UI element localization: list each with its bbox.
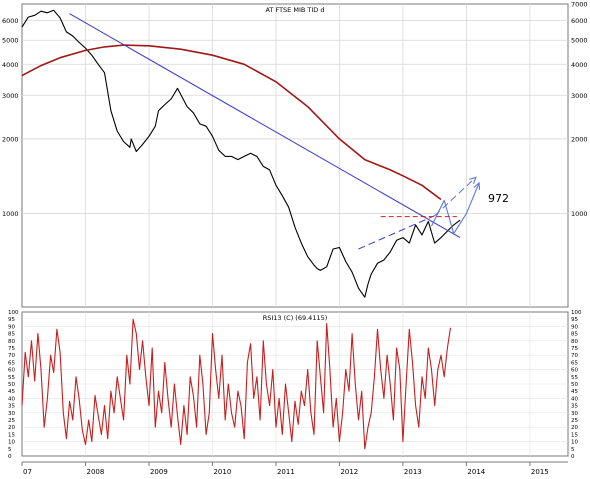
rsi-y-tick-label-right: 45 [571,389,578,395]
series-price [21,9,461,298]
x-tick-label: 2012 [340,468,358,476]
rsi-y-tick-label: 65 [8,360,15,366]
price-y-tick-label-right: 3000 [571,92,588,100]
price-y-tick-label-right: 1000 [571,210,588,218]
x-tick-label: 2014 [467,468,485,476]
rsi-y-tick-label-right: 85 [571,332,578,338]
rsi-y-tick-label-right: 25 [571,418,578,424]
series-projection-channel [434,176,477,217]
rsi-y-tick-label: 25 [8,418,15,424]
x-tick-label: 2011 [277,468,295,476]
rsi-y-tick-label: 60 [8,368,15,374]
rsi-y-tick-label-right: 75 [571,346,578,352]
series-moving-average [21,44,442,201]
rsi-y-tick-label-right: 95 [571,317,578,323]
rsi-y-tick-label: 80 [8,339,15,345]
price-y-tick-labels: 6000 5000 4000 3000 2000 1000 [2,17,19,218]
rsi-y-tick-label: 20 [8,425,15,431]
rsi-y-tick-label: 0 [8,454,12,460]
rsi-y-tick-label: 15 [8,432,15,438]
series-trendline [69,13,461,239]
rsi-y-tick-label-right: 0 [571,454,575,460]
price-y-tick-label: 3000 [2,92,19,100]
rsi-y-tick-label-right: 90 [571,324,578,330]
rsi-y-tick-label-right: 55 [571,375,578,381]
x-tick-label: 2010 [213,468,231,476]
rsi-y-tick-label-right: 80 [571,339,578,345]
rsi-y-tick-label: 40 [8,396,15,402]
rsi-y-tick-label: 90 [8,324,15,330]
rsi-y-tick-label-right: 10 [571,440,578,446]
rsi-y-tick-label-right: 20 [571,425,578,431]
rsi-y-tick-label-right: 5 [571,447,575,453]
rsi-y-tick-label-right: 50 [571,382,578,388]
x-tick-label: 2009 [150,468,168,476]
x-tick-label: 2008 [86,468,104,476]
rsi-grid [22,312,568,456]
rsi-y-tick-label: 35 [8,404,15,410]
rsi-y-tick-label: 30 [8,411,15,417]
price-y-tick-label: 6000 [2,17,19,25]
rsi-y-tick-label-right: 15 [571,432,578,438]
rsi-y-tick-label: 50 [8,382,15,388]
x-tick-label: 2013 [404,468,422,476]
price-chart-title: AT FTSE MIB TID d [265,6,324,14]
rsi-series [21,318,452,450]
series-support [358,215,435,250]
price-plot-frame [21,3,569,308]
rsi-chart-title: RSI13 (C) (69.4115) [263,314,328,322]
price-y-tick-label-right: 7000 [571,1,588,9]
arrowhead-projection-channel [469,176,477,185]
rsi-y-tick-label-right: 65 [571,360,578,366]
rsi-y-tick-label-right: 35 [571,404,578,410]
rsi-y-tick-label: 85 [8,332,15,338]
x-tick-label: 2015 [531,468,549,476]
price-y-tick-label: 2000 [2,135,19,143]
price-y-tick-label: 1000 [2,210,19,218]
x-axis: 07 2008 2009 2010 2011 2012 2013 2014 2015 [21,461,568,476]
price-y-tick-label-right: 6000 [571,17,588,25]
rsi-y-tick-label: 10 [8,440,15,446]
x-tick-label: 07 [23,468,32,476]
rsi-panel: 0510152025303540455055606570758085909510… [8,310,582,460]
price-panel: 6000 5000 4000 3000 2000 1000 7000 6000 5000 400… [2,1,588,308]
series-projection-path [431,182,480,235]
rsi-y-tick-label-right: 30 [571,411,578,417]
price-y-tick-label: 5000 [2,37,19,45]
rsi-y-tick-label: 95 [8,317,15,323]
series-rsi [21,318,452,450]
rsi-y-tick-label: 100 [8,310,19,316]
arrowhead-projection-path [473,181,481,190]
price-y-tick-label-right: 5000 [571,37,588,45]
price-y-tick-label: 4000 [2,61,19,69]
rsi-y-tick-label: 55 [8,375,15,381]
rsi-y-tick-label-right: 70 [571,353,578,359]
rsi-y-tick-label-right: 100 [571,310,582,316]
rsi-y-tick-label: 70 [8,353,15,359]
rsi-y-tick-label-right: 60 [571,368,578,374]
rsi-y-tick-label-right: 40 [571,396,578,402]
price-y-tick-label-right: 2000 [571,135,588,143]
price-series [21,9,481,298]
rsi-y-tick-label: 5 [8,447,12,453]
rsi-y-tick-label: 75 [8,346,15,352]
price-y-tick-label-right: 4000 [571,61,588,69]
rsi-y-tick-label: 45 [8,389,15,395]
level-972-label: 972 [488,192,509,205]
price-y-tick-labels-right: 7000 6000 5000 4000 3000 2000 1000 [571,1,588,219]
